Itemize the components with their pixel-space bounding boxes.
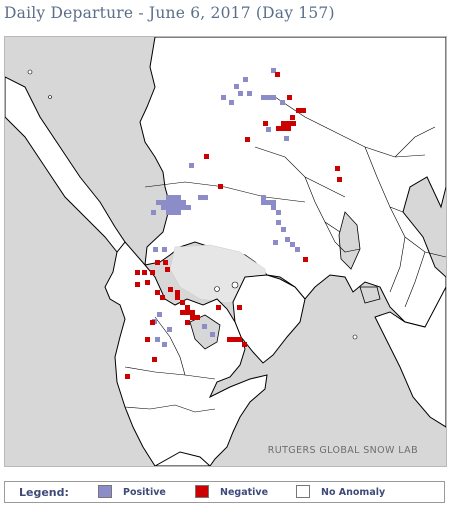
inland-sea-2 [359, 286, 381, 304]
island [352, 334, 358, 340]
island [27, 69, 33, 75]
page-title: Daily Departure - June 6, 2017 (Day 157) [4, 4, 335, 22]
credit-label: RUTGERS GLOBAL SNOW LAB [267, 445, 418, 456]
legend-title: Legend: [19, 486, 69, 499]
inland-sea [338, 211, 361, 270]
landmass-north-america [104, 241, 268, 466]
landmass-eurasia [139, 37, 446, 338]
landmass-south-america [153, 451, 211, 466]
legend-label-negative: Negative [220, 487, 269, 498]
landmass-europe-africa [374, 286, 446, 428]
negative-anomaly-cells [125, 72, 342, 379]
legend-swatch-negative [195, 485, 209, 498]
legend-swatch-no-anomaly [296, 485, 310, 498]
island [214, 286, 220, 292]
positive-anomaly-cells [151, 68, 300, 347]
snow-anomaly-map: RUTGERS GLOBAL SNOW LAB [4, 36, 447, 467]
country-borders [124, 96, 446, 413]
polar-stereographic-map [5, 37, 446, 466]
hudson-bay [189, 314, 221, 350]
island [48, 95, 52, 99]
legend-label-no-anomaly: No Anomaly [321, 487, 386, 498]
legend-swatch-positive [98, 485, 112, 498]
legend: Legend: Positive Negative No Anomaly [4, 481, 445, 503]
island [231, 281, 239, 289]
landmass-alaska-coast [5, 76, 126, 253]
legend-label-positive: Positive [123, 487, 166, 498]
